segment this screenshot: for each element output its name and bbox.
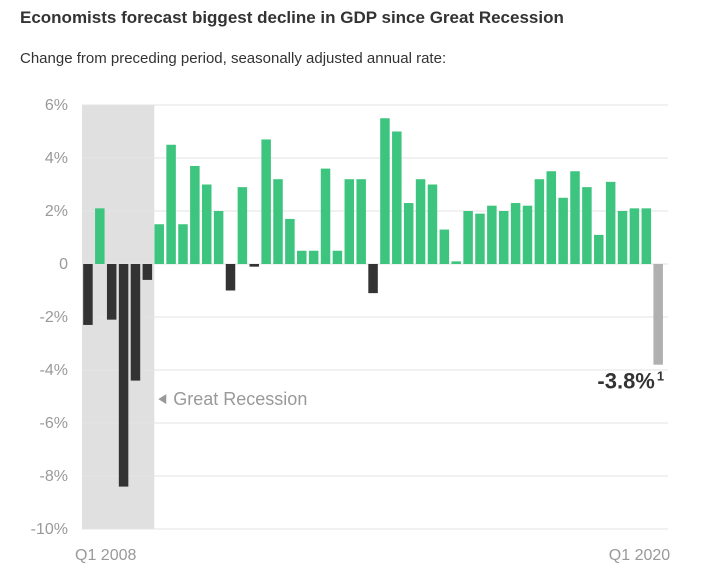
bar bbox=[118, 264, 129, 487]
chart-subtitle: Change from preceding period, seasonally… bbox=[20, 50, 447, 67]
bar bbox=[249, 264, 260, 267]
great-recession-label: Great Recession bbox=[173, 389, 307, 409]
bar bbox=[510, 203, 521, 264]
bar bbox=[142, 264, 153, 280]
forecast-bar bbox=[653, 264, 663, 365]
bar bbox=[178, 224, 188, 264]
bar bbox=[190, 165, 200, 264]
bar bbox=[332, 250, 343, 264]
bar bbox=[558, 197, 568, 264]
y-tick-label: -2% bbox=[40, 309, 68, 326]
bar bbox=[344, 179, 355, 264]
bar bbox=[415, 179, 426, 264]
bar bbox=[368, 264, 378, 294]
x-start-label: Q1 2008 bbox=[75, 547, 136, 564]
y-tick-label: -6% bbox=[40, 415, 68, 432]
bar bbox=[308, 250, 319, 264]
bar bbox=[130, 264, 141, 381]
bar bbox=[273, 179, 283, 264]
y-tick-label: 0 bbox=[59, 256, 68, 273]
y-tick-label: -8% bbox=[40, 468, 68, 485]
bar bbox=[95, 208, 105, 264]
bar bbox=[605, 181, 616, 264]
forecast-value-text: -3.8% bbox=[597, 369, 654, 394]
bars bbox=[83, 118, 663, 487]
bar bbox=[487, 205, 497, 264]
bar bbox=[83, 264, 93, 325]
bar bbox=[285, 218, 295, 264]
bar bbox=[617, 211, 628, 264]
bar bbox=[201, 184, 212, 264]
bar bbox=[463, 211, 473, 264]
bar bbox=[392, 131, 402, 264]
bar bbox=[498, 211, 509, 264]
bar bbox=[641, 208, 652, 264]
bar bbox=[439, 229, 450, 264]
bar bbox=[225, 264, 236, 291]
bar bbox=[534, 179, 545, 264]
bar bbox=[594, 234, 604, 264]
bar bbox=[261, 139, 271, 264]
bar bbox=[451, 261, 461, 264]
forecast-value-label: -3.8% 1 bbox=[597, 369, 664, 394]
bar bbox=[154, 224, 164, 264]
bar bbox=[629, 208, 640, 264]
y-tick-label: -4% bbox=[40, 362, 68, 379]
y-tick-label: 6% bbox=[45, 97, 68, 114]
y-tick-label: 2% bbox=[45, 203, 68, 220]
bar bbox=[356, 179, 366, 264]
bar bbox=[237, 187, 248, 264]
y-axis-ticks: 6% 4% 2% 0 -2% -4% -6% -8% -10% bbox=[31, 97, 68, 538]
forecast-footnote-marker: 1 bbox=[657, 369, 664, 384]
bar bbox=[320, 168, 331, 264]
left-arrow-icon bbox=[158, 394, 167, 405]
bar bbox=[297, 250, 307, 264]
bar bbox=[427, 184, 438, 264]
bar bbox=[475, 213, 485, 264]
bar bbox=[522, 205, 533, 264]
bar bbox=[106, 264, 117, 320]
x-end-label: Q1 2020 bbox=[609, 547, 670, 564]
bar bbox=[546, 171, 557, 264]
bar bbox=[213, 211, 224, 264]
bar bbox=[582, 187, 592, 264]
bar bbox=[570, 171, 580, 264]
y-tick-label: 4% bbox=[45, 150, 68, 167]
bar bbox=[380, 118, 390, 264]
y-tick-label: -10% bbox=[31, 521, 68, 538]
bar bbox=[166, 144, 176, 264]
chart-title: Economists forecast biggest decline in G… bbox=[20, 8, 564, 27]
bar bbox=[403, 203, 414, 264]
